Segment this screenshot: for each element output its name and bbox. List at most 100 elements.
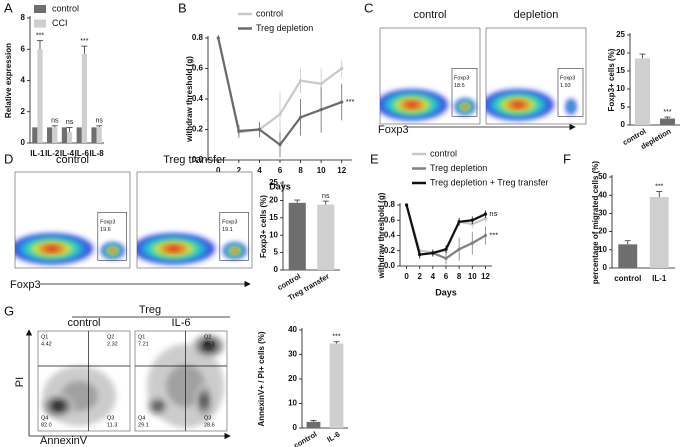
- gate: [97, 212, 127, 261]
- bar: [306, 421, 321, 428]
- point: [298, 115, 303, 119]
- significance-label: ***: [80, 38, 88, 45]
- legend-label: CCI: [52, 18, 68, 28]
- y-tick-label: 10: [288, 399, 297, 408]
- point: [483, 217, 488, 221]
- gate-label: Foxp3: [454, 75, 469, 81]
- axis-label: AnnexinV: [40, 435, 88, 447]
- y-tick-label: 8: [21, 13, 26, 22]
- y-tick-label: 0.6: [192, 64, 204, 73]
- quadrant-value: 4.42: [41, 341, 52, 347]
- y-tick-label: 0.4: [384, 231, 396, 240]
- quadrant-value: 2.32: [107, 341, 118, 347]
- point: [457, 220, 461, 224]
- point: [404, 203, 409, 207]
- flow-plot: [485, 27, 587, 125]
- quadrant-name: Q4: [41, 415, 48, 421]
- y-tick-label: 25: [616, 30, 625, 39]
- x-tick-label: 2: [237, 166, 242, 175]
- point: [298, 79, 303, 83]
- y-tick-label: 15: [269, 213, 278, 222]
- x-tick-label: 10: [468, 272, 477, 281]
- plot-title: control: [413, 9, 446, 21]
- y-tick-label: 0: [603, 263, 608, 272]
- bar: [635, 58, 650, 125]
- bar: [329, 343, 344, 428]
- y-tick-label: 50: [598, 172, 607, 181]
- y-tick-label: 6: [21, 44, 26, 53]
- y-tick-label: 25: [269, 178, 278, 187]
- y-tick-label: 0.2: [384, 246, 396, 255]
- y-tick-label: 0.0: [192, 155, 204, 164]
- gate: [451, 68, 478, 117]
- y-tick-label: 20: [269, 196, 278, 205]
- y-tick-label: 0.8: [192, 33, 204, 42]
- significance-label: ***: [346, 97, 355, 106]
- quadrant-name: Q1: [41, 334, 48, 340]
- significance-label: ns: [66, 119, 74, 126]
- x-tick-label: 10: [317, 166, 326, 175]
- y-tick-label: 4: [21, 76, 26, 85]
- legend-label: Treg depletion + Treg transfer: [430, 177, 548, 187]
- legend-swatch: [34, 19, 46, 28]
- x-tick-label: 8: [298, 166, 303, 175]
- flow-plot: [134, 330, 228, 432]
- plot-title: control: [67, 317, 100, 329]
- y-tick-label: 10: [269, 230, 278, 239]
- y-tick-label: 30: [288, 350, 297, 359]
- line: [405, 204, 486, 254]
- plot-title: control: [56, 154, 89, 166]
- y-tick-label: 20: [616, 48, 625, 57]
- point: [444, 256, 448, 260]
- point: [278, 112, 282, 116]
- y-tick-label: 0.8: [384, 200, 396, 209]
- point: [418, 252, 422, 257]
- gate-value: 19.1: [222, 227, 233, 233]
- bar: [52, 127, 58, 143]
- gate-value: 18.5: [454, 83, 465, 89]
- x-axis-label: Days: [435, 287, 457, 297]
- axis-label: Foxp3: [378, 124, 409, 136]
- legend-label: control: [430, 148, 457, 158]
- legend-label: Treg depletion: [430, 163, 487, 173]
- significance-label: ***: [36, 33, 44, 40]
- point: [319, 82, 323, 86]
- panel-label: C: [364, 0, 373, 15]
- panel-label: E: [370, 151, 379, 166]
- density-blob: [463, 105, 467, 108]
- y-tick-label: 5: [621, 102, 626, 111]
- gate-value: 19.6: [100, 227, 111, 233]
- bar: [288, 202, 306, 270]
- panel-label: D: [4, 151, 13, 166]
- quadrant-name: Q4: [138, 415, 145, 421]
- y-axis-label: AnnexinV+ / PI+ cells (%): [257, 331, 266, 426]
- legend-label: Treg depletion: [256, 23, 313, 33]
- gate: [219, 212, 249, 261]
- point: [457, 247, 461, 251]
- bar: [317, 204, 335, 270]
- gate-label: Foxp3: [100, 219, 115, 225]
- y-tick-label: 40: [288, 325, 297, 334]
- y-tick-label: 10: [598, 245, 607, 254]
- significance-label: ns: [489, 209, 497, 218]
- density-blob: [201, 396, 207, 406]
- density: [486, 89, 576, 121]
- bar: [67, 132, 73, 143]
- x-tick-label: IL-8: [89, 149, 104, 158]
- x-tick-label: IL-6: [325, 430, 341, 444]
- point: [319, 108, 323, 112]
- legend-swatch: [34, 5, 46, 13]
- legend-label: control: [256, 8, 283, 18]
- quadrant-value: 28.6: [204, 422, 215, 428]
- panel-label: G: [4, 303, 14, 318]
- y-tick-label: 20: [598, 227, 607, 236]
- x-tick-label: IL-2: [45, 149, 60, 158]
- y-tick-label: 0.4: [192, 94, 204, 103]
- density-blob: [512, 102, 524, 108]
- gate-value: 1.93: [560, 83, 571, 89]
- point: [237, 129, 241, 133]
- gate: [557, 68, 584, 117]
- bar: [91, 127, 97, 143]
- bar: [47, 127, 53, 143]
